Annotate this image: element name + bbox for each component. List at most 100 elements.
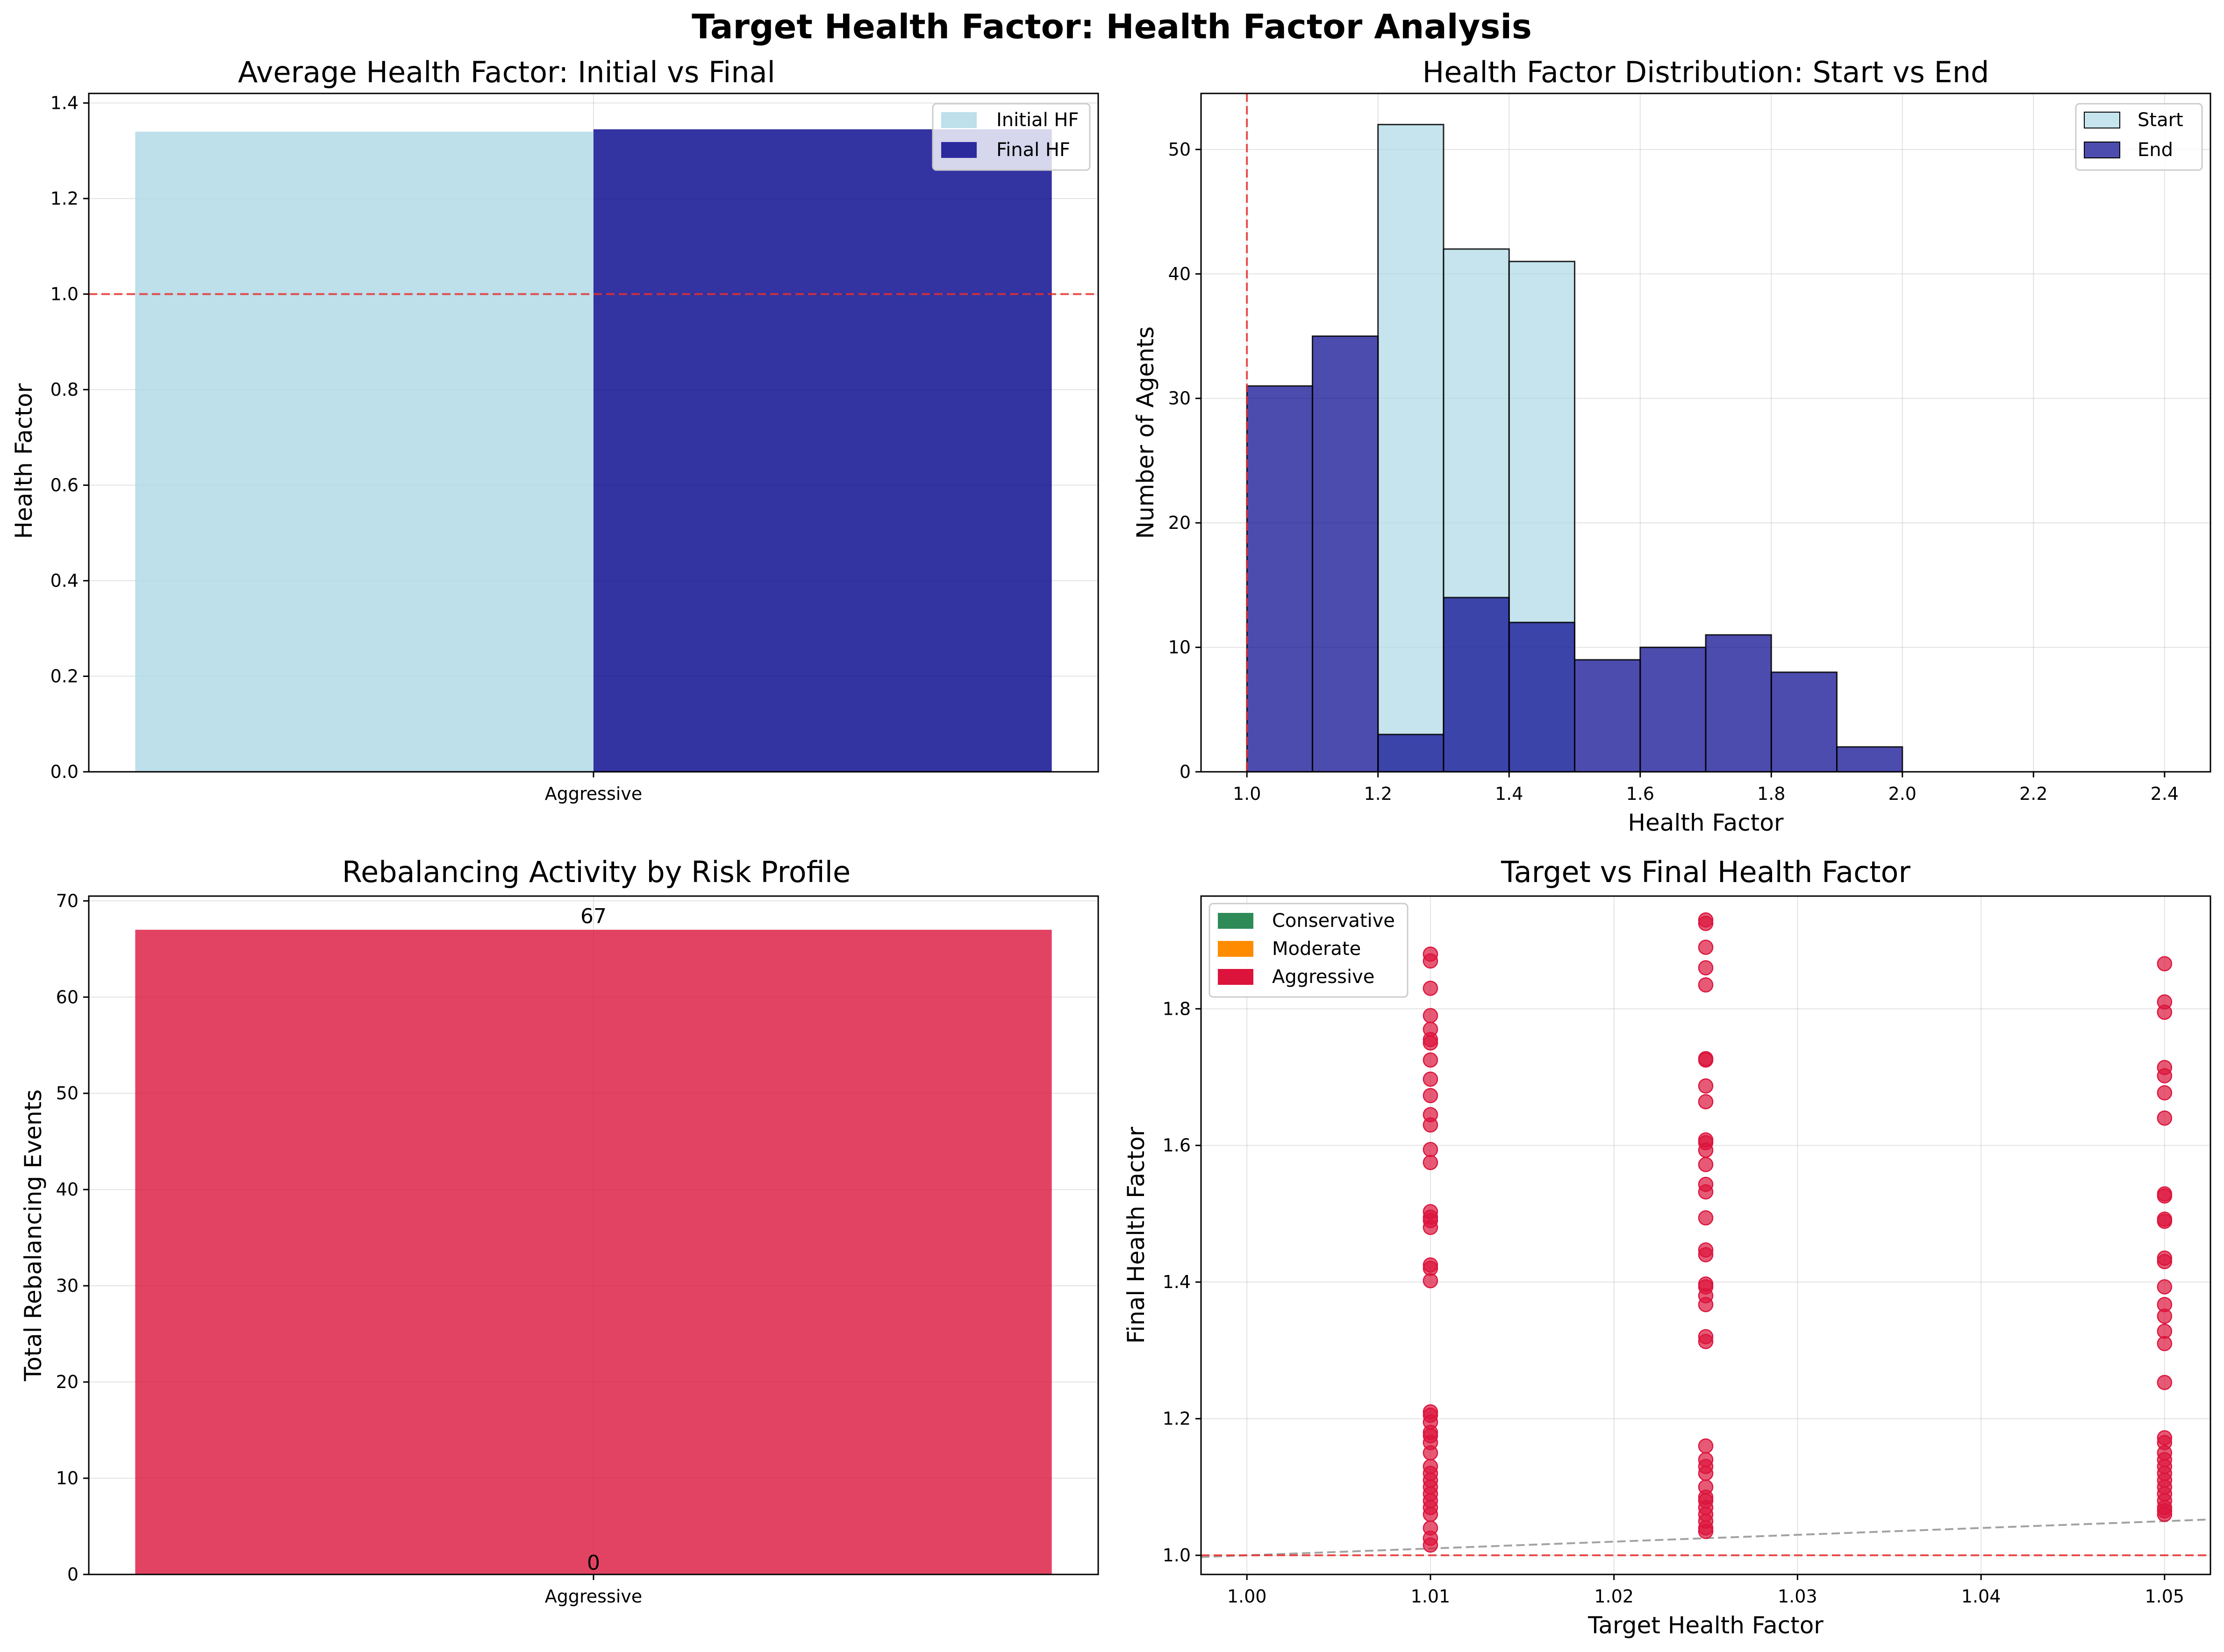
- hist-bar-end: [1443, 597, 1510, 773]
- figure-title: Target Health Factor: Health Factor Anal…: [692, 7, 1532, 46]
- hf-dist-panel: Health Factor Distribution: Start vs End…: [1132, 55, 2211, 836]
- y-tick-label: 20: [56, 1372, 79, 1392]
- target-vs-final-xlabel: Target Health Factor: [1588, 1612, 1824, 1639]
- x-tick-label: 1.01: [1411, 1586, 1451, 1607]
- scatter-point-aggressive: [1698, 1247, 1714, 1262]
- scatter-point-aggressive: [1698, 1157, 1714, 1172]
- scatter-point-aggressive: [1423, 1219, 1438, 1235]
- x-tick-label: 1.2: [1364, 783, 1392, 804]
- legend-swatch-final: [941, 142, 977, 158]
- hf-dist-frame: [1200, 93, 2211, 773]
- hist-bar-end: [1705, 634, 1772, 773]
- y-tick-label: 1.6: [1163, 1135, 1191, 1156]
- hist-bar-end: [1246, 385, 1313, 773]
- hist-bar-end: [1836, 746, 1903, 773]
- legend-label-start: Start: [2138, 109, 2183, 131]
- avg-hf-title: Average Health Factor: Initial vs Final: [238, 55, 775, 89]
- target-vs-final-panel: Target vs Final Health Factor Target Hea…: [1123, 855, 2211, 1639]
- x-tick-label: 1.0: [1233, 783, 1261, 804]
- y-tick-label: 40: [1168, 263, 1191, 284]
- y-tick-label: 0.6: [50, 475, 79, 495]
- scatter-point-aggressive: [2157, 1309, 2173, 1324]
- y-tick-label: 40: [56, 1179, 79, 1200]
- scatter-point-aggressive: [2157, 1279, 2173, 1295]
- scatter-point-aggressive: [1698, 916, 1714, 931]
- y-tick-label: 0.8: [50, 379, 79, 400]
- x-tick-label: 1.05: [2145, 1586, 2185, 1607]
- y-tick-label: 0.4: [50, 570, 79, 591]
- rebalance-panel: Rebalancing Activity by Risk Profile Tot…: [20, 855, 1099, 1607]
- rebalance-frame: [88, 895, 1099, 1575]
- target-vs-final-frame: [1200, 895, 2211, 1575]
- legend-swatch-aggressive: [1218, 969, 1253, 985]
- x-tick-label: 2.4: [2151, 783, 2179, 804]
- x-tick-label: 1.04: [1961, 1586, 2001, 1607]
- scatter-point-aggressive: [1423, 1071, 1438, 1087]
- legend-swatch-end: [2084, 142, 2120, 158]
- hist-bar-end: [1573, 659, 1641, 773]
- hf-dist-legend: Start End: [2075, 103, 2203, 171]
- scatter-point-aggressive: [2157, 1336, 2173, 1352]
- y-tick-label: 1.4: [50, 93, 79, 113]
- scatter-point-aggressive: [2157, 1004, 2173, 1020]
- hist-bar-end: [1377, 733, 1445, 773]
- scatter-point-aggressive: [1698, 940, 1714, 955]
- scatter-point-aggressive: [1698, 1078, 1714, 1094]
- scatter-point-aggressive: [2157, 1213, 2173, 1229]
- scatter-point-aggressive: [1698, 1142, 1714, 1158]
- y-tick-label: 1.2: [1163, 1409, 1191, 1429]
- x-tick-label: 1.00: [1227, 1586, 1267, 1607]
- scatter-point-aggressive: [2157, 956, 2173, 972]
- bar-initial-hf: [135, 131, 594, 772]
- y-tick-label: 0.0: [50, 762, 79, 782]
- x-tick-label: 1.6: [1626, 783, 1654, 804]
- scatter-point-aggressive: [1423, 1088, 1438, 1104]
- avg-hf-panel: Average Health Factor: Initial vs Final …: [10, 55, 1099, 804]
- x-tick-label: 2.2: [2019, 783, 2047, 804]
- rebalance-ylabel: Total Rebalancing Events: [20, 1089, 47, 1382]
- bar-final-hf: [594, 129, 1052, 772]
- scatter-point-aggressive: [1423, 981, 1438, 996]
- scatter-point-aggressive: [1423, 1052, 1438, 1068]
- scatter-point-aggressive: [1698, 960, 1714, 976]
- scatter-point-aggressive: [2157, 1188, 2173, 1204]
- y-tick-label: 0: [67, 1564, 79, 1585]
- scatter-point-aggressive: [1698, 1438, 1714, 1454]
- scatter-point-aggressive: [1698, 1466, 1714, 1481]
- bar-rebalancing-aggressive: [135, 930, 1052, 1574]
- y-tick-label: 70: [56, 890, 79, 911]
- scatter-point-aggressive: [1698, 1297, 1714, 1312]
- legend-label-initial: Initial HF: [996, 109, 1079, 131]
- scatter-point-aggressive: [1698, 977, 1714, 993]
- hist-bar-end: [1770, 671, 1838, 773]
- legend-label-final: Final HF: [996, 139, 1070, 161]
- target-vs-final-title: Target vs Final Health Factor: [1501, 855, 1910, 889]
- legend-label-conservative: Conservative: [1272, 910, 1395, 932]
- hist-bar-end: [1639, 647, 1707, 773]
- x-tick-label: 1.8: [1757, 783, 1785, 804]
- scatter-point-aggressive: [1423, 1008, 1438, 1024]
- y-tick-label: 1.8: [1163, 998, 1191, 1019]
- y-tick-label: 60: [56, 987, 79, 1007]
- rebalance-title: Rebalancing Activity by Risk Profile: [342, 855, 851, 889]
- scatter-point-aggressive: [1698, 1184, 1714, 1200]
- y-tick-label: 50: [1168, 139, 1191, 160]
- data-label-zero: 0: [587, 1551, 600, 1575]
- legend-swatch-initial: [941, 112, 977, 128]
- avg-hf-legend: Initial HF Final HF: [932, 103, 1091, 171]
- scatter-point-aggressive: [1423, 1155, 1438, 1170]
- data-label-total: 67: [580, 904, 607, 928]
- x-tick-label: 1.03: [1778, 1586, 1817, 1607]
- scatter-point-aggressive: [1698, 1210, 1714, 1225]
- y-tick-label: 1.2: [50, 188, 79, 209]
- y-tick-label: 50: [56, 1083, 79, 1104]
- scatter-point-aggressive: [1423, 953, 1438, 969]
- scatter-point-aggressive: [1698, 1052, 1714, 1068]
- y-tick-label: 10: [1168, 637, 1191, 658]
- y-tick-label: 1.4: [1163, 1272, 1191, 1292]
- y-tick-label: 1.0: [50, 284, 79, 304]
- legend-label-end: End: [2138, 139, 2173, 161]
- x-tick-label: Aggressive: [545, 1586, 642, 1607]
- y-tick-label: 0: [1180, 762, 1191, 782]
